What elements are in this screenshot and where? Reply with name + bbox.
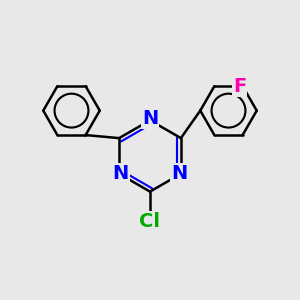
Text: N: N <box>112 164 129 183</box>
Text: Cl: Cl <box>140 212 160 231</box>
Text: F: F <box>233 77 246 96</box>
Text: N: N <box>142 109 158 128</box>
Text: N: N <box>171 164 188 183</box>
